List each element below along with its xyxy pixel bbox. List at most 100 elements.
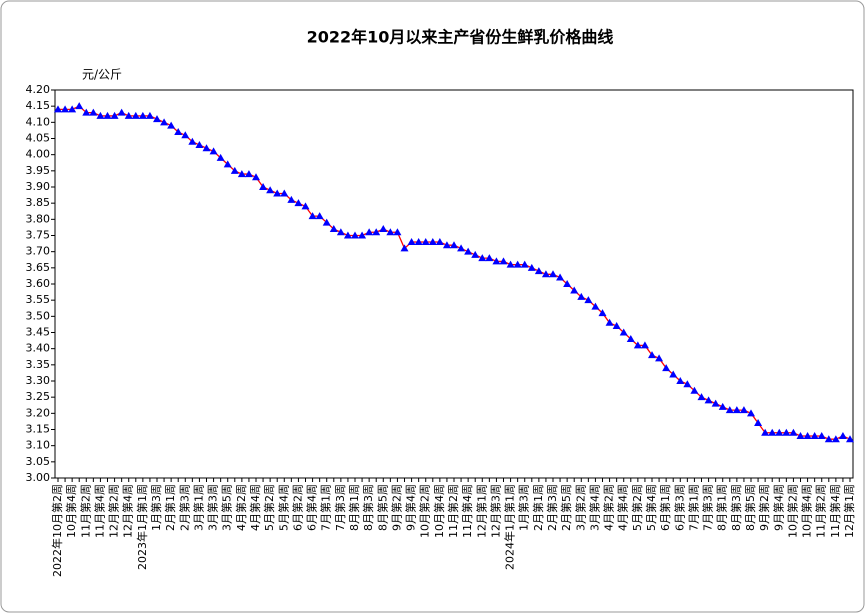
marker: [711, 399, 720, 407]
y-axis-label: 元/公斤: [82, 68, 122, 82]
marker: [796, 431, 805, 439]
marker: [54, 105, 62, 113]
marker: [577, 292, 586, 300]
x-tick-label: 4月第4周: [616, 484, 630, 531]
marker: [124, 111, 133, 119]
x-tick-label: 10月第4周: [800, 484, 814, 538]
marker: [471, 250, 480, 258]
y-tick-label: 3.80: [26, 212, 51, 225]
marker: [464, 247, 473, 255]
x-tick-label: 7月第3周: [701, 484, 715, 531]
marker: [747, 409, 755, 417]
x-tick-label: 8月第3周: [361, 484, 375, 531]
marker: [336, 228, 345, 236]
marker: [457, 244, 466, 252]
y-tick-label: 4.15: [26, 99, 51, 112]
marker: [153, 115, 161, 123]
x-tick-label: 4月第2周: [602, 484, 616, 531]
marker: [216, 153, 225, 161]
x-tick-label: 5月第2周: [262, 484, 276, 531]
marker: [117, 108, 126, 116]
marker: [591, 302, 600, 310]
x-tick-label: 2月第3周: [545, 484, 559, 531]
marker: [145, 111, 154, 119]
y-tick-label: 3.75: [26, 229, 51, 242]
marker: [534, 267, 543, 275]
y-tick-label: 3.20: [26, 406, 51, 419]
y-tick-label: 3.15: [26, 423, 51, 436]
marker: [761, 428, 770, 436]
marker: [598, 309, 607, 317]
x-tick-label: 2月第3周: [177, 484, 191, 531]
marker: [640, 341, 649, 349]
x-tick-label: 11月第2周: [814, 484, 828, 538]
marker: [379, 225, 388, 233]
marker: [421, 237, 430, 245]
marker: [527, 263, 536, 271]
marker: [174, 128, 183, 136]
marker: [230, 166, 239, 174]
x-tick-label: 5月第2周: [630, 484, 644, 531]
marker: [442, 241, 451, 249]
y-tick-label: 3.85: [26, 196, 51, 209]
x-tick-label: 4月第2周: [234, 484, 248, 531]
y-tick-label: 3.95: [26, 164, 51, 177]
marker: [407, 237, 416, 245]
marker: [626, 334, 635, 342]
y-tick-label: 4.05: [26, 132, 51, 145]
x-tick-label: 9月第2周: [757, 484, 771, 531]
marker: [181, 131, 190, 139]
marker: [280, 189, 289, 197]
x-tick-label: 2024年1月第1周: [503, 484, 517, 570]
x-tick-label: 2022年10月第2周: [50, 484, 64, 577]
marker: [301, 202, 310, 210]
marker: [690, 386, 699, 394]
marker: [160, 118, 169, 126]
x-tick-label: 3月第1周: [191, 484, 205, 531]
marker: [315, 212, 324, 220]
x-tick-label: 2023年1月第1周: [135, 484, 149, 570]
x-tick-label: 12月第1周: [842, 484, 856, 538]
y-tick-label: 4.10: [26, 115, 51, 128]
marker: [188, 137, 197, 145]
marker: [329, 225, 338, 233]
marker: [322, 218, 331, 226]
marker: [287, 195, 296, 203]
marker: [110, 111, 119, 119]
marker: [89, 108, 98, 116]
y-tick-label: 3.00: [26, 471, 51, 484]
marker: [520, 260, 529, 268]
marker: [817, 431, 826, 439]
marker: [237, 170, 246, 178]
x-tick-label: 6月第1周: [658, 484, 672, 531]
marker: [513, 260, 522, 268]
marker: [393, 228, 402, 236]
marker: [810, 431, 819, 439]
marker: [584, 296, 593, 304]
marker: [252, 173, 260, 181]
marker: [612, 322, 621, 330]
x-tick-label: 9月第4周: [771, 484, 785, 531]
marker: [775, 428, 784, 436]
marker: [96, 111, 105, 119]
marker: [244, 170, 253, 178]
marker: [485, 254, 494, 262]
marker: [266, 186, 275, 194]
chart-title: 2022年10月以来主产省份生鲜乳价格曲线: [307, 28, 614, 47]
marker: [549, 270, 557, 278]
y-tick-label: 3.50: [26, 309, 51, 322]
marker: [68, 105, 77, 113]
x-tick-label: 7月第3周: [333, 484, 347, 531]
marker: [372, 228, 381, 236]
y-tick-label: 3.10: [26, 439, 51, 452]
marker: [386, 228, 395, 236]
y-tick-label: 3.40: [26, 342, 51, 355]
marker: [570, 286, 579, 294]
x-tick-label: 12月第3周: [488, 484, 502, 538]
marker: [676, 377, 685, 384]
marker: [655, 354, 664, 362]
marker: [450, 241, 458, 249]
marker: [563, 280, 572, 287]
x-tick-label: 10月第4周: [432, 484, 446, 538]
marker: [131, 111, 140, 119]
